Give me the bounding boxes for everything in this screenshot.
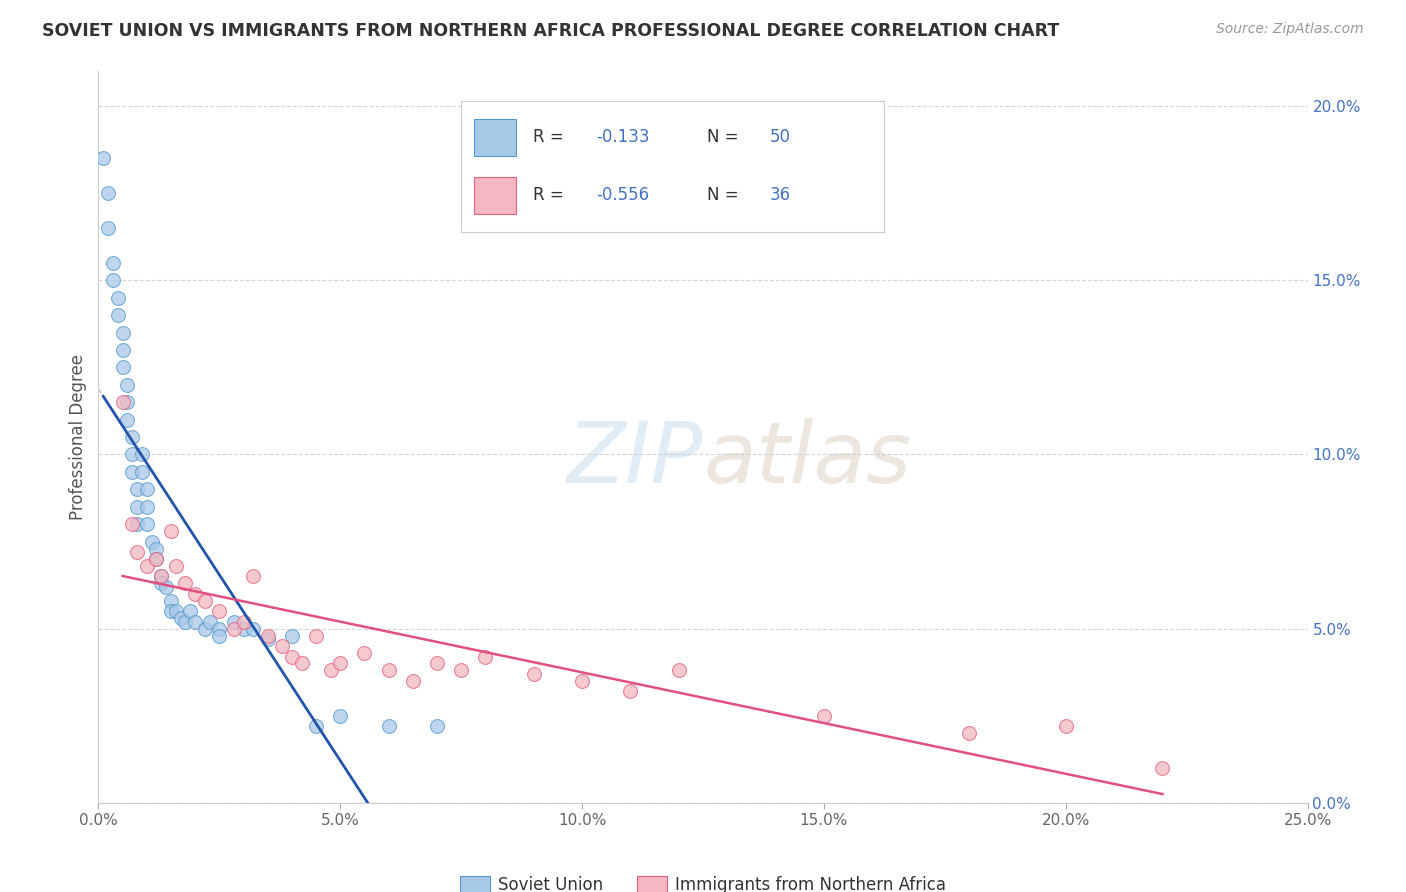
Point <box>353 646 375 660</box>
Point <box>402 673 425 688</box>
Text: SOVIET UNION VS IMMIGRANTS FROM NORTHERN AFRICA PROFESSIONAL DEGREE CORRELATION : SOVIET UNION VS IMMIGRANTS FROM NORTHERN… <box>42 22 1060 40</box>
Point <box>474 649 496 664</box>
Point <box>1054 719 1077 733</box>
Point <box>145 541 167 556</box>
Point <box>101 273 124 287</box>
Point <box>121 448 143 462</box>
Point <box>184 587 207 601</box>
Point <box>145 552 167 566</box>
Point <box>256 629 278 643</box>
Point <box>127 517 149 532</box>
Point <box>256 632 278 646</box>
Point <box>222 622 245 636</box>
Point <box>232 615 254 629</box>
Point <box>194 594 217 608</box>
Point <box>111 343 134 357</box>
Point <box>169 611 191 625</box>
Point <box>281 649 304 664</box>
Point <box>668 664 690 678</box>
Point <box>97 186 120 201</box>
Point <box>329 708 352 723</box>
Point <box>1152 761 1174 775</box>
Point <box>222 615 245 629</box>
Point <box>101 256 124 270</box>
Point <box>111 326 134 340</box>
Point <box>174 615 197 629</box>
Y-axis label: Professional Degree: Professional Degree <box>69 354 87 520</box>
Point <box>242 569 264 583</box>
Point <box>127 483 149 497</box>
Point <box>426 657 449 671</box>
Point <box>208 622 231 636</box>
Point <box>184 615 207 629</box>
Point <box>179 604 201 618</box>
Point <box>305 629 328 643</box>
Point <box>155 580 177 594</box>
Point <box>160 524 183 538</box>
Point <box>165 558 187 573</box>
Point <box>957 726 980 740</box>
Point <box>174 576 197 591</box>
Point <box>91 152 114 166</box>
Point <box>150 569 173 583</box>
Point <box>208 629 231 643</box>
Point <box>131 448 153 462</box>
Point <box>377 664 399 678</box>
Point <box>290 657 312 671</box>
Point <box>131 465 153 479</box>
Point <box>127 545 149 559</box>
Point <box>571 673 593 688</box>
Point <box>198 615 221 629</box>
Point <box>208 604 231 618</box>
Point <box>107 308 129 322</box>
Point <box>117 395 139 409</box>
Point <box>281 629 304 643</box>
Point <box>271 639 294 653</box>
Legend: Soviet Union, Immigrants from Northern Africa: Soviet Union, Immigrants from Northern A… <box>453 870 953 892</box>
Point <box>160 594 183 608</box>
Point <box>117 377 139 392</box>
Point <box>97 221 120 235</box>
Point <box>329 657 352 671</box>
Point <box>242 622 264 636</box>
Text: atlas: atlas <box>703 417 911 500</box>
Point <box>121 430 143 444</box>
Point <box>305 719 328 733</box>
Point <box>135 500 157 514</box>
Point <box>107 291 129 305</box>
Point <box>150 576 173 591</box>
Point <box>121 517 143 532</box>
Point <box>319 664 342 678</box>
Point <box>232 622 254 636</box>
Point <box>194 622 217 636</box>
Point <box>150 569 173 583</box>
Text: ZIP: ZIP <box>567 417 703 500</box>
Point <box>813 708 835 723</box>
Point <box>160 604 183 618</box>
Point <box>377 719 399 733</box>
Point <box>121 465 143 479</box>
Point <box>135 517 157 532</box>
Point <box>135 483 157 497</box>
Point <box>111 395 134 409</box>
Point <box>165 604 187 618</box>
Point <box>523 667 546 681</box>
Point <box>111 360 134 375</box>
Point <box>135 558 157 573</box>
Text: Source: ZipAtlas.com: Source: ZipAtlas.com <box>1216 22 1364 37</box>
Point <box>450 664 472 678</box>
Point <box>619 684 641 698</box>
Point <box>117 412 139 426</box>
Point <box>426 719 449 733</box>
Point <box>141 534 163 549</box>
Point <box>127 500 149 514</box>
Point <box>145 552 167 566</box>
